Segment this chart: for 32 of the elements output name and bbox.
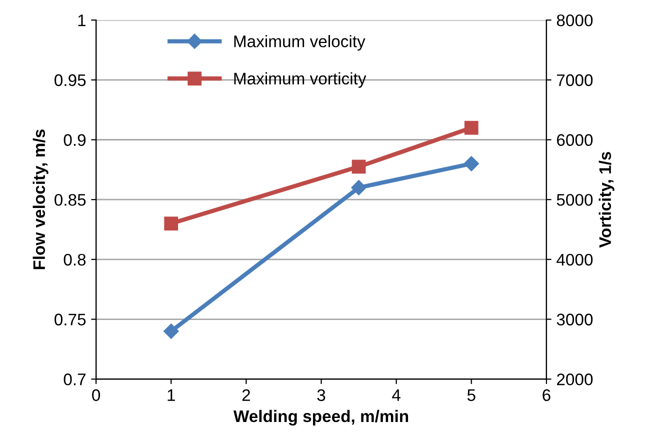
point bbox=[351, 180, 366, 196]
x-tick-label: 6 bbox=[542, 389, 550, 402]
point bbox=[164, 216, 178, 230]
point bbox=[352, 160, 366, 174]
x-tick-label: 1 bbox=[168, 389, 175, 401]
x-tick-label: 0 bbox=[92, 389, 100, 402]
x-axis-title: Welding speed, m/min bbox=[233, 410, 408, 426]
y-tick-label: 0.7 bbox=[64, 374, 86, 386]
y2-tick-label: 7000 bbox=[557, 74, 593, 86]
y-tick-label: 0.8 bbox=[64, 254, 86, 266]
y-tick-label: 0.95 bbox=[54, 74, 86, 86]
y2-tick-label: 6000 bbox=[557, 134, 593, 146]
point bbox=[464, 120, 478, 135]
y2-tick-label: 8000 bbox=[556, 14, 593, 26]
y2-tick-label: 3000 bbox=[556, 314, 593, 326]
y-tick-label: 0.75 bbox=[54, 314, 86, 326]
legend-label: Maximum vorticity bbox=[234, 72, 366, 88]
y2-tick-label: 2000 bbox=[557, 374, 593, 386]
x-tick-label: 4 bbox=[392, 389, 400, 401]
point bbox=[464, 156, 479, 172]
x-tick-label: 3 bbox=[317, 389, 326, 402]
legend-label: Maximum velocity bbox=[234, 35, 366, 51]
point bbox=[164, 324, 179, 339]
y-tick-label: 1 bbox=[78, 14, 86, 26]
x-tick-label: 5 bbox=[467, 389, 476, 402]
y-axis-title: Flow velocity, m/s bbox=[32, 130, 48, 270]
y2-axis-title: Vorticity, 1/s bbox=[598, 152, 614, 248]
x-tick-label: 2 bbox=[242, 389, 250, 401]
y2-tick-label: 4000 bbox=[556, 254, 593, 266]
y-tick-label: 0.9 bbox=[64, 134, 86, 146]
y2-tick-label: 5000 bbox=[556, 194, 593, 206]
y-tick-label: 0.85 bbox=[54, 194, 86, 206]
